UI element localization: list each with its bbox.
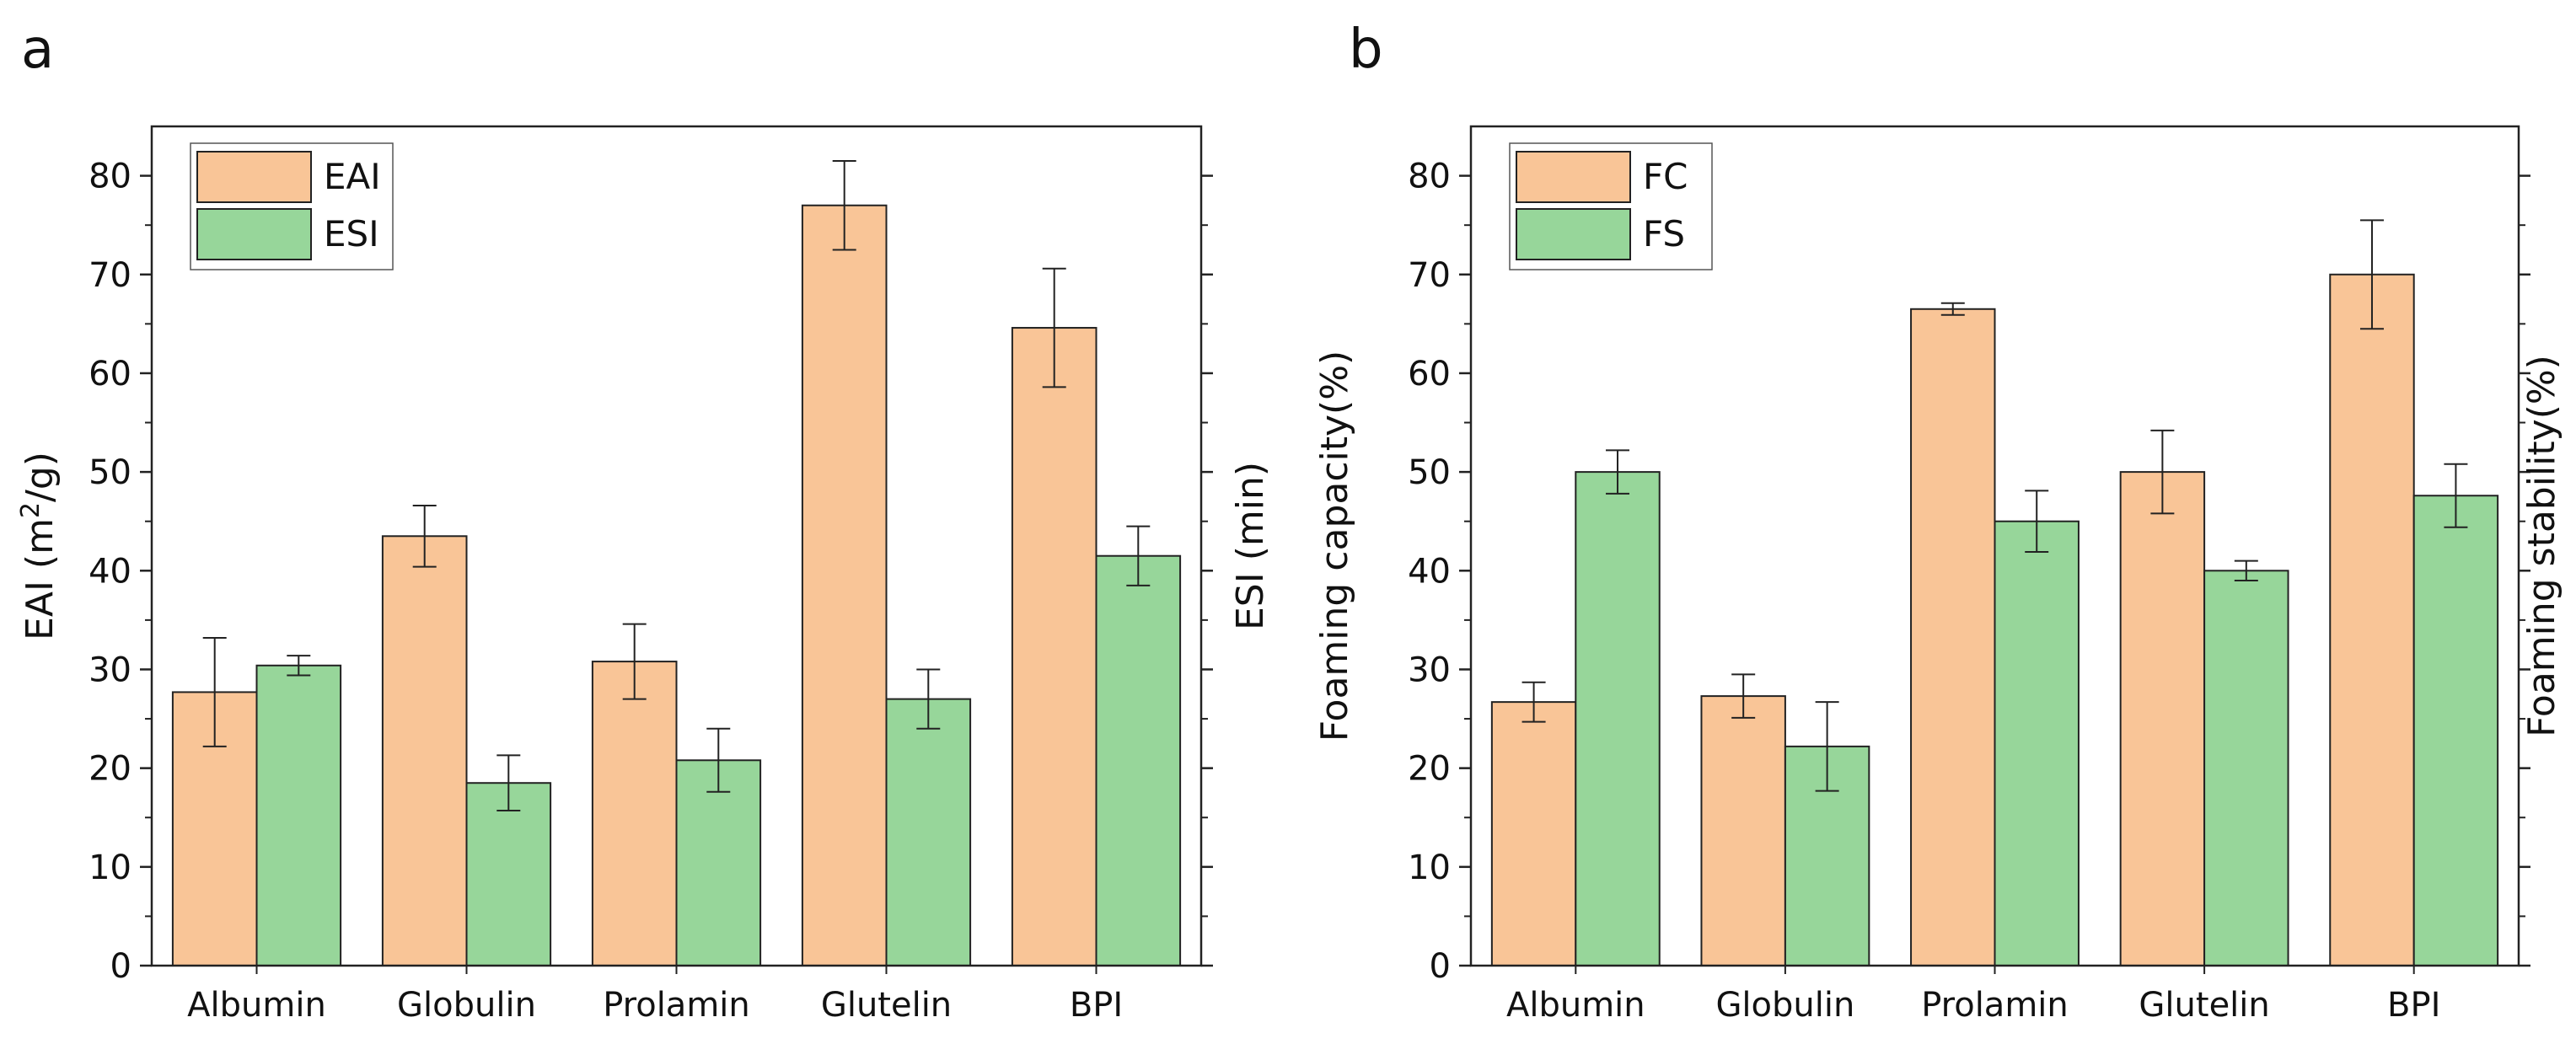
error-bar-fc-glutelin [2150,429,2175,515]
bar-fc-glutelin [2119,471,2206,966]
y-tick-label: 50 [89,453,131,492]
x-tick-label: Prolamin [1921,986,2069,1025]
y-tick-label: 20 [89,750,131,789]
legend-label-eai: EAI [324,156,381,197]
y-tick-label: 0 [110,947,131,986]
error-bar-fc-prolamin [1940,302,1965,316]
y-axis-title-left-text: EAI (m [19,518,62,640]
y-tick-label: 60 [1408,355,1451,393]
x-tick-label: Globulin [397,986,536,1025]
y-tick-label: 0 [1430,947,1451,986]
bar-fs-bpi [2412,495,2499,966]
legend-label-fc: FC [1643,156,1688,197]
bar-esi-albumin [255,664,342,966]
x-tick-label: Albumin [1506,986,1645,1025]
legend: EAI ESI [190,142,394,270]
y-axis-title-left: EAI (m2/g) [16,452,62,640]
bar-esi-bpi [1095,554,1182,966]
y-tick-label: 40 [1408,552,1451,591]
error-bar-esi-bpi [1126,525,1151,586]
bar-fs-albumin [1575,471,1661,966]
error-bar-eai-bpi [1042,267,1066,388]
y-tick-label: 20 [1408,750,1451,789]
bar-fc-albumin [1490,701,1577,966]
panel-label: a [21,19,54,81]
error-bar-fc-globulin [1731,673,1756,719]
x-tick-label: BPI [1070,986,1123,1025]
error-bar-fc-albumin [1521,681,1546,723]
legend-label-fs: FS [1643,213,1685,254]
bar-eai-globulin [381,535,468,966]
y-axis-title-left: Foaming capacity(%) [1313,351,1356,741]
error-bar-fs-bpi [2444,463,2468,528]
y-axis-title-left-text: Foaming capacity(%) [1313,351,1356,741]
panel-label: b [1349,19,1383,81]
x-tick-label: Glutelin [821,986,952,1025]
y-tick-label: 70 [1408,256,1451,295]
error-bar-eai-globulin [412,504,437,568]
legend-swatch-fs [1516,208,1631,260]
bar-fc-prolamin [1910,308,1996,966]
legend-swatch-esi [196,208,312,260]
error-bar-esi-glutelin [916,668,941,730]
bar-fc-globulin [1700,695,1786,966]
legend-swatch-fc [1516,151,1631,203]
y-tick-label: 30 [1408,650,1451,689]
x-tick-label: Globulin [1715,986,1854,1025]
bar-fs-prolamin [1994,520,2080,966]
y-axis-title-right: Foaming stability(%) [2520,355,2563,737]
y-tick-label: 80 [1408,158,1451,196]
y-tick-label: 70 [89,256,131,295]
x-tick-label: Albumin [187,986,326,1025]
y-tick-label: 10 [1408,849,1451,887]
y-tick-label: 10 [89,849,131,887]
bar-eai-bpi [1011,327,1097,967]
error-bar-fc-bpi [2359,219,2384,330]
x-tick-label: Prolamin [603,986,750,1025]
chart-panel-a: a 0 10 20 30 40 50 60 70 80 Albumin Globulin Prolami… [16,19,1272,1025]
y-axis-title-left-superscript: 2 [16,502,46,518]
y-tick-label: 40 [89,552,131,591]
bar-eai-prolamin [591,661,678,967]
error-bar-esi-albumin [287,655,311,677]
bar-fs-glutelin [2203,570,2289,966]
bar-esi-glutelin [885,698,972,966]
y-tick-label: 80 [89,158,131,196]
legend-label-esi: ESI [324,213,379,254]
y-axis-title-right: ESI (min) [1229,462,1272,630]
y-tick-label: 60 [89,355,131,393]
bar-eai-glutelin [801,204,888,967]
error-bar-fs-albumin [1606,449,1630,495]
error-bar-esi-prolamin [706,727,731,793]
x-tick-label: BPI [2387,986,2440,1025]
y-tick-label: 50 [1408,453,1451,492]
error-bar-eai-glutelin [832,160,856,251]
legend: FC FS [1509,142,1713,270]
y-axis-title-left-end: /g) [19,452,62,502]
chart-panel-b: b 0 10 20 30 40 50 60 70 80 Albumin Globulin Prolami… [1313,19,2563,1025]
legend-swatch-eai [196,151,312,203]
error-bar-fs-globulin [1815,701,1839,792]
error-bar-fs-glutelin [2234,559,2258,582]
error-bar-fs-prolamin [2025,490,2049,554]
x-tick-label: Glutelin [2139,986,2269,1025]
error-bar-esi-globulin [496,754,521,812]
bar-fc-bpi [2329,273,2415,966]
error-bar-eai-albumin [202,636,227,747]
y-tick-label: 30 [89,650,131,689]
error-bar-eai-prolamin [622,623,647,700]
